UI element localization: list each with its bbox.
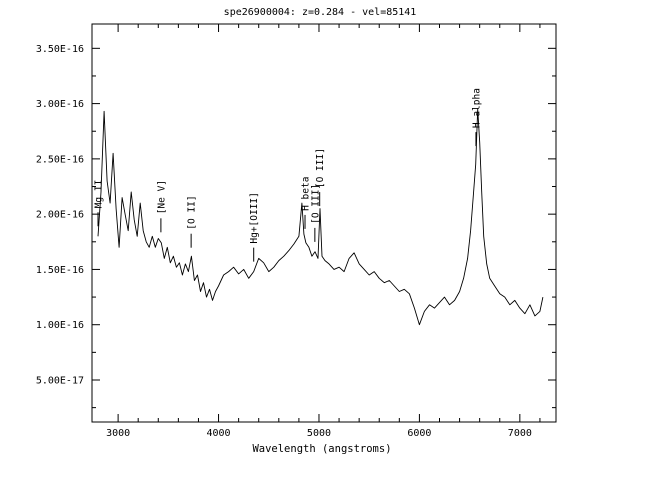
- annotation-label: Hg+[OIII]: [249, 192, 260, 243]
- y-tick-label: 1.00E-16: [36, 320, 84, 331]
- annotation-label: H alpha: [472, 88, 483, 128]
- chart-title: spe26900004: z=0.284 - vel=85141: [224, 7, 417, 18]
- x-tick-label: 7000: [508, 428, 532, 439]
- annotation-label: [O III]: [315, 148, 326, 188]
- x-axis-label: Wavelength (angstroms): [252, 443, 391, 455]
- annotation-label: [O III]: [310, 184, 321, 224]
- annotation-label: [Ne V]: [156, 180, 167, 214]
- y-tick-label: 2.50E-16: [36, 154, 84, 165]
- y-tick-label: 5.00E-17: [36, 375, 84, 386]
- spectrum-series: [97, 108, 544, 326]
- x-tick-label: 4000: [206, 428, 230, 439]
- axis-ticks: 3000 4000 5000 6000 7000 5.00E-17 1.00E-16 1.50…: [36, 24, 556, 439]
- y-tick-label: 3.00E-16: [36, 99, 84, 110]
- annotation-label: [O II]: [187, 195, 198, 229]
- x-tick-label: 3000: [106, 428, 130, 439]
- annotation-label: Mg II: [94, 180, 105, 209]
- spectrum-line: [97, 108, 544, 326]
- y-tick-label: 3.50E-16: [36, 44, 84, 55]
- y-tick-label: 2.00E-16: [36, 210, 84, 221]
- annotation-label: H beta: [301, 177, 312, 211]
- y-tick-label: 1.50E-16: [36, 265, 84, 276]
- x-tick-label: 5000: [307, 428, 331, 439]
- plot-frame: [91, 23, 557, 423]
- line-annotations: Mg II [Ne V] [O II] Hg+[OIII] H beta[O III][…: [94, 88, 483, 262]
- x-tick-label: 6000: [407, 428, 431, 439]
